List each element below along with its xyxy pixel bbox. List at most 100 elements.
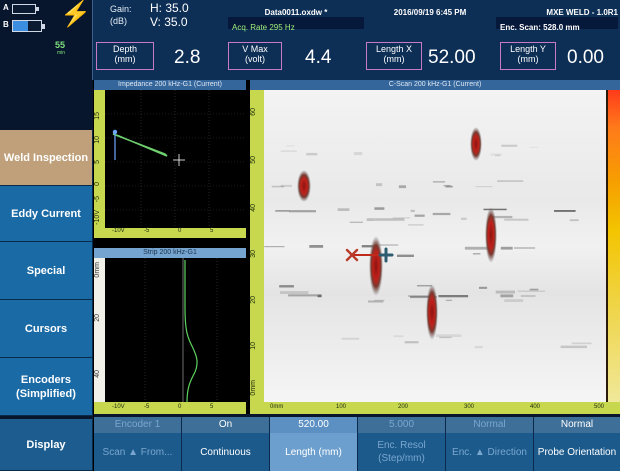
cscan-y-tick: 0mm xyxy=(250,380,257,396)
param-value: On xyxy=(182,417,270,433)
noise-streak xyxy=(280,150,297,152)
vmax-unit: (volt) xyxy=(245,54,265,64)
channel-b-label: B xyxy=(3,20,9,29)
noise-streak xyxy=(529,146,539,148)
noise-streak xyxy=(500,294,514,298)
noise-streak xyxy=(341,337,360,340)
battery-unit: min xyxy=(57,50,66,56)
noise-streak xyxy=(397,254,414,257)
length-x-label-box[interactable]: Length X (mm) xyxy=(366,42,422,70)
length-x-value: 52.00 xyxy=(428,47,476,68)
file-name-box: Data0011.oxdw * xyxy=(228,2,364,17)
noise-streak xyxy=(279,285,294,288)
noise-streak xyxy=(379,244,399,246)
noise-streak xyxy=(306,152,318,156)
noise-streak xyxy=(375,218,405,221)
vmax-label-box[interactable]: V Max (volt) xyxy=(228,42,282,70)
x-cursor-icon[interactable] xyxy=(345,248,359,262)
indication-1 xyxy=(297,170,311,202)
strip-y-tick: 40 xyxy=(94,370,101,378)
vmax-value: 4.4 xyxy=(305,47,332,68)
cscan-y-tick: 30 xyxy=(250,250,257,258)
menu-special[interactable]: Special xyxy=(0,242,93,300)
cscan-image[interactable] xyxy=(264,90,606,402)
param-enc-resol[interactable]: 5.000 Enc. Resol (Step/mm) xyxy=(358,417,446,471)
menu-cursors[interactable]: Cursors xyxy=(0,300,93,358)
depth-label-box[interactable]: Depth (mm) xyxy=(96,42,154,70)
strip-title: Strip 200 kHz-G1 xyxy=(94,248,246,258)
strip-y-axis: 0mm 20 40 xyxy=(94,258,105,402)
depth-label: Depth xyxy=(112,44,138,54)
noise-streak xyxy=(392,217,410,219)
menu-display[interactable]: Display xyxy=(0,416,93,471)
noise-streak xyxy=(280,184,292,187)
noise-streak xyxy=(289,210,316,213)
impedance-title: Impedance 200 kHz-G1 (Current) xyxy=(94,80,246,90)
cscan-x-tick: 100 xyxy=(336,404,347,410)
cscan-y-tick: 60 xyxy=(250,108,257,116)
param-value: Normal xyxy=(534,417,620,433)
param-probe-orientation[interactable]: Normal Probe Orientation xyxy=(534,417,620,471)
noise-streak xyxy=(445,185,453,188)
cscan-title: C-Scan 200 kHz-G1 (Current) xyxy=(250,80,620,90)
strip-y-tick: 0mm xyxy=(94,262,101,278)
impedance-y-tick: 5 xyxy=(94,160,101,164)
menu-weld-inspection[interactable]: Weld Inspection xyxy=(0,130,93,186)
noise-streak xyxy=(275,210,290,212)
length-y-label: Length Y xyxy=(510,44,546,54)
noise-streak xyxy=(417,285,432,287)
impedance-plot[interactable] xyxy=(105,90,246,228)
datetime: 2016/09/19 6:45 PM xyxy=(393,8,467,17)
noise-streak xyxy=(571,342,592,345)
impedance-y-tick: 0 xyxy=(94,182,101,186)
param-scan-from[interactable]: Encoder 1 Scan ▲ From... xyxy=(94,417,182,471)
impedance-y-tick: 10 xyxy=(94,136,101,144)
gain-block[interactable]: Gain: (dB) H: 35.0 V: 35.0 xyxy=(94,0,226,42)
impedance-y-axis: 15 10 5 0 -5 -10V xyxy=(94,90,105,228)
indication-4 xyxy=(369,236,383,296)
strip-x-tick: -10V xyxy=(112,404,125,410)
noise-streak xyxy=(445,299,453,301)
noise-streak xyxy=(374,299,385,302)
acq-rate: Acq. Rate 295 Hz xyxy=(232,23,295,32)
param-label: Scan ▲ From... xyxy=(94,433,182,471)
noise-streak xyxy=(404,341,419,344)
noise-streak xyxy=(490,215,513,219)
noise-streak xyxy=(504,299,524,302)
parameter-bar: Encoder 1 Scan ▲ From... On Continuous 5… xyxy=(94,417,620,471)
noise-streak xyxy=(461,217,467,220)
noise-streak xyxy=(368,300,384,303)
noise-streak xyxy=(361,245,377,248)
param-value: Normal xyxy=(446,417,534,433)
noise-streak xyxy=(285,145,295,147)
gain-h-value: H: 35.0 xyxy=(150,1,189,15)
menu-encoders[interactable]: Encoders (Simplified) xyxy=(0,358,93,416)
indication-5 xyxy=(426,284,438,340)
gain-v-value: V: 35.0 xyxy=(150,15,188,29)
length-y-label-box[interactable]: Length Y (mm) xyxy=(500,42,556,70)
indication-2 xyxy=(470,127,482,161)
battery-icon xyxy=(12,20,42,32)
cscan-x-tick: 300 xyxy=(464,404,475,410)
noise-streak xyxy=(280,291,309,294)
menu-eddy-current[interactable]: Eddy Current xyxy=(0,186,93,242)
impedance-y-tick: -5 xyxy=(94,196,101,203)
noise-streak xyxy=(410,295,437,299)
gain-unit: (dB) xyxy=(110,16,128,26)
param-label: Enc. Resol (Step/mm) xyxy=(358,433,446,471)
noise-streak xyxy=(490,153,502,156)
param-continuous[interactable]: On Continuous xyxy=(182,417,270,471)
gain-label: Gain: xyxy=(110,4,132,14)
param-length[interactable]: 520.00 Length (mm) xyxy=(270,417,358,471)
noise-streak xyxy=(288,294,318,297)
strip-plot[interactable] xyxy=(105,258,246,402)
noise-streak xyxy=(464,246,492,250)
impedance-x-tick: 0 xyxy=(178,228,182,234)
noise-streak xyxy=(514,247,536,249)
plus-cursor-icon[interactable] xyxy=(378,247,394,263)
param-enc-direction[interactable]: Normal Enc. ▲ Direction xyxy=(446,417,534,471)
noise-streak xyxy=(366,218,375,221)
length-y-value: 0.00 xyxy=(567,47,604,68)
length-x-label: Length X xyxy=(375,44,413,54)
noise-streak xyxy=(472,253,481,255)
